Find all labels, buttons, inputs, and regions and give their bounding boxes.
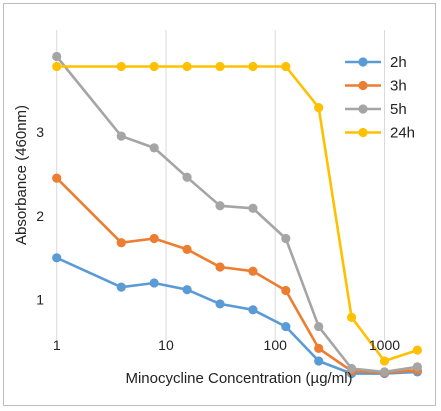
legend-marker xyxy=(358,127,368,138)
data-point-24h xyxy=(314,103,324,113)
data-point-3h xyxy=(248,266,258,276)
data-point-24h xyxy=(215,61,225,72)
data-point-2h xyxy=(314,356,324,366)
x-tick-label: 1 xyxy=(53,337,61,353)
data-point-5h xyxy=(149,143,159,153)
legend-item-3h: 3h xyxy=(345,78,407,95)
y-tick-label: 2 xyxy=(36,208,44,224)
legend-label: 3h xyxy=(390,78,407,95)
data-point-3h xyxy=(215,262,225,272)
data-point-2h xyxy=(182,285,192,295)
data-point-5h xyxy=(52,51,62,62)
data-point-24h xyxy=(346,312,357,322)
data-point-3h xyxy=(182,244,192,254)
series-layer xyxy=(52,51,422,379)
data-point-24h xyxy=(281,61,291,72)
legend-item-24h: 24h xyxy=(345,125,415,142)
data-point-3h xyxy=(116,238,126,248)
legend-label: 24h xyxy=(390,125,415,142)
x-tick-label: 100 xyxy=(264,337,288,353)
grid-lines xyxy=(56,30,385,340)
data-point-5h xyxy=(248,203,258,213)
data-point-5h xyxy=(215,201,225,211)
series-2h xyxy=(52,253,422,379)
legend-marker xyxy=(358,104,368,114)
data-point-24h xyxy=(412,345,422,355)
data-point-24h xyxy=(149,61,159,72)
data-point-3h xyxy=(149,233,159,244)
x-tick-label: 1000 xyxy=(369,337,400,353)
data-point-3h xyxy=(281,285,291,296)
legend-label: 5h xyxy=(390,101,407,118)
series-24h xyxy=(52,61,422,366)
data-point-5h xyxy=(281,233,291,244)
legend-marker xyxy=(358,80,368,91)
legend: 2h 3h 5h 24h xyxy=(345,54,415,142)
data-point-24h xyxy=(182,61,192,72)
legend-label: 2h xyxy=(390,54,407,71)
legend-item-2h: 2h xyxy=(345,54,407,71)
data-point-24h xyxy=(248,61,258,72)
data-point-5h xyxy=(116,131,126,141)
y-tick-labels: 1 2 3 xyxy=(36,124,44,308)
data-point-5h xyxy=(182,172,192,182)
data-point-2h xyxy=(149,278,159,288)
data-point-2h xyxy=(215,299,225,309)
data-point-3h xyxy=(52,173,62,183)
data-point-2h xyxy=(116,282,126,292)
series-line-2h xyxy=(56,256,418,375)
x-tick-labels: 1 10 100 1000 xyxy=(53,337,400,353)
data-point-24h xyxy=(379,356,390,366)
y-axis-label: Absorbance (460nm) xyxy=(13,105,30,245)
legend-marker xyxy=(358,57,368,67)
data-point-3h xyxy=(314,343,324,353)
data-point-2h xyxy=(52,253,62,263)
data-point-5h xyxy=(412,362,422,372)
data-point-2h xyxy=(248,305,258,315)
y-tick-label: 3 xyxy=(36,124,44,140)
data-point-5h xyxy=(314,321,324,332)
data-point-2h xyxy=(281,321,291,332)
series-line-5h xyxy=(55,55,418,374)
data-point-5h xyxy=(346,363,357,374)
legend-item-5h: 5h xyxy=(345,101,407,118)
x-tick-label: 10 xyxy=(158,337,174,353)
series-3h xyxy=(52,173,422,378)
series-5h xyxy=(52,51,422,377)
x-axis-label: Minocycline Concentration (µg/ml) xyxy=(125,370,352,387)
data-point-5h xyxy=(379,367,390,377)
data-point-24h xyxy=(52,61,62,72)
y-tick-label: 1 xyxy=(36,292,44,308)
data-point-24h xyxy=(116,61,126,72)
